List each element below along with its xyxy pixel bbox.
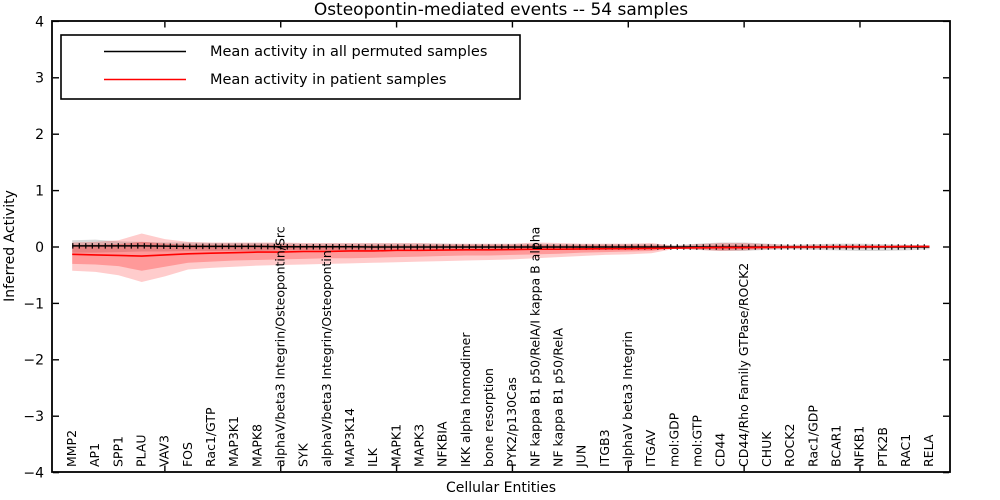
- x-tick-label: ILK: [365, 447, 380, 467]
- x-tick-label: CD44: [713, 433, 728, 467]
- x-tick-label: NFKB1: [852, 426, 867, 467]
- y-tick-label: −4: [23, 466, 44, 482]
- x-tick-label: MAPK3: [412, 424, 427, 467]
- x-tick-label: alphaV/beta3 Integrin/Osteopontin: [319, 250, 334, 467]
- legend-label-patient: Mean activity in patient samples: [210, 72, 446, 88]
- x-tick-label: alphaV beta3 Integrin: [620, 331, 635, 467]
- x-tick-label: NFKBIA: [435, 421, 450, 467]
- y-tick-labels: −4 −3 −2 −1 0 1 2 3 4: [23, 14, 44, 481]
- x-tick-label: CHUK: [759, 431, 774, 467]
- y-tick-label: 3: [35, 71, 44, 87]
- plot-frame: [51, 20, 951, 473]
- x-tick-label: PTK2B: [875, 427, 890, 467]
- x-tick-label: IKK alpha homodimer: [458, 332, 473, 467]
- ticks-layer: [52, 20, 950, 474]
- x-tick-label: Rac1/GTP: [203, 407, 218, 467]
- patient-outer-confidence-band: [72, 233, 930, 282]
- x-tick-label: FOS: [180, 442, 195, 467]
- figure-title: Osteopontin-mediated events -- 54 sample…: [314, 0, 688, 20]
- x-tick-label: alphaV/beta3 Integrin/Osteopontin/Src: [272, 226, 287, 467]
- x-tick-label: SPP1: [110, 436, 125, 467]
- legend-label-permuted: Mean activity in all permuted samples: [210, 44, 487, 60]
- x-tick-label: PYK2/p130Cas: [504, 377, 519, 467]
- x-tick-label: CD44/Rho Family GTPase/ROCK2: [736, 263, 751, 467]
- patient-inner-confidence-band: [72, 241, 930, 271]
- y-tick-label: −2: [23, 353, 44, 369]
- x-tick-label: mol:GDP: [666, 412, 681, 467]
- x-tick-label: AP1: [87, 443, 102, 467]
- permuted-confidence-band: [72, 239, 930, 253]
- x-tick-label: mol:GTP: [690, 415, 705, 467]
- x-axis-label: Cellular Entities: [446, 480, 556, 496]
- x-tick-label: RELA: [921, 434, 936, 467]
- x-tick-label: NF kappa B1 p50/RelA/I kappa B alpha: [527, 227, 542, 467]
- x-tick-label: MMP2: [64, 430, 79, 467]
- x-tick-label: MAPK8: [249, 424, 264, 467]
- x-tick-label: BCAR1: [829, 425, 844, 467]
- x-tick-label: bone resorption: [481, 368, 496, 467]
- x-tick-label: NF kappa B1 p50/RelA: [551, 327, 566, 467]
- x-tick-label: ITGAV: [643, 429, 658, 467]
- x-tick-label: MAP3K14: [342, 408, 357, 467]
- lines-layer: [72, 243, 930, 257]
- x-tick-label: PLAU: [133, 435, 148, 468]
- y-tick-label: 4: [35, 14, 44, 30]
- x-tick-label: ITGB3: [597, 429, 612, 467]
- x-tick-label: VAV3: [157, 435, 172, 467]
- x-tick-label: ROCK2: [782, 424, 797, 467]
- patient-mean-line: [72, 245, 930, 257]
- y-tick-label: 0: [35, 240, 44, 256]
- x-tick-label: JUN: [574, 445, 589, 468]
- legend: Mean activity in all permuted samples Me…: [60, 34, 521, 100]
- y-tick-label: 2: [35, 127, 44, 143]
- x-tick-label: MAPK1: [388, 424, 403, 467]
- legend-box: [60, 34, 521, 100]
- y-axis-label: Inferred Activity: [2, 190, 18, 302]
- y-tick-label: −3: [23, 409, 44, 425]
- bands-layer: [72, 233, 930, 282]
- x-tick-label: RAC1: [898, 434, 913, 467]
- x-tick-label: Rac1/GDP: [805, 405, 820, 467]
- y-tick-label: 1: [35, 184, 44, 200]
- x-tick-labels: MMP2 AP1 SPP1 PLAU VAV3 FOS Rac1/GTP MAP3K1 MAPK…: [64, 226, 936, 468]
- x-tick-label: SYK: [296, 442, 311, 467]
- x-tick-label: MAP3K1: [226, 416, 241, 467]
- y-tick-label: −1: [23, 296, 44, 312]
